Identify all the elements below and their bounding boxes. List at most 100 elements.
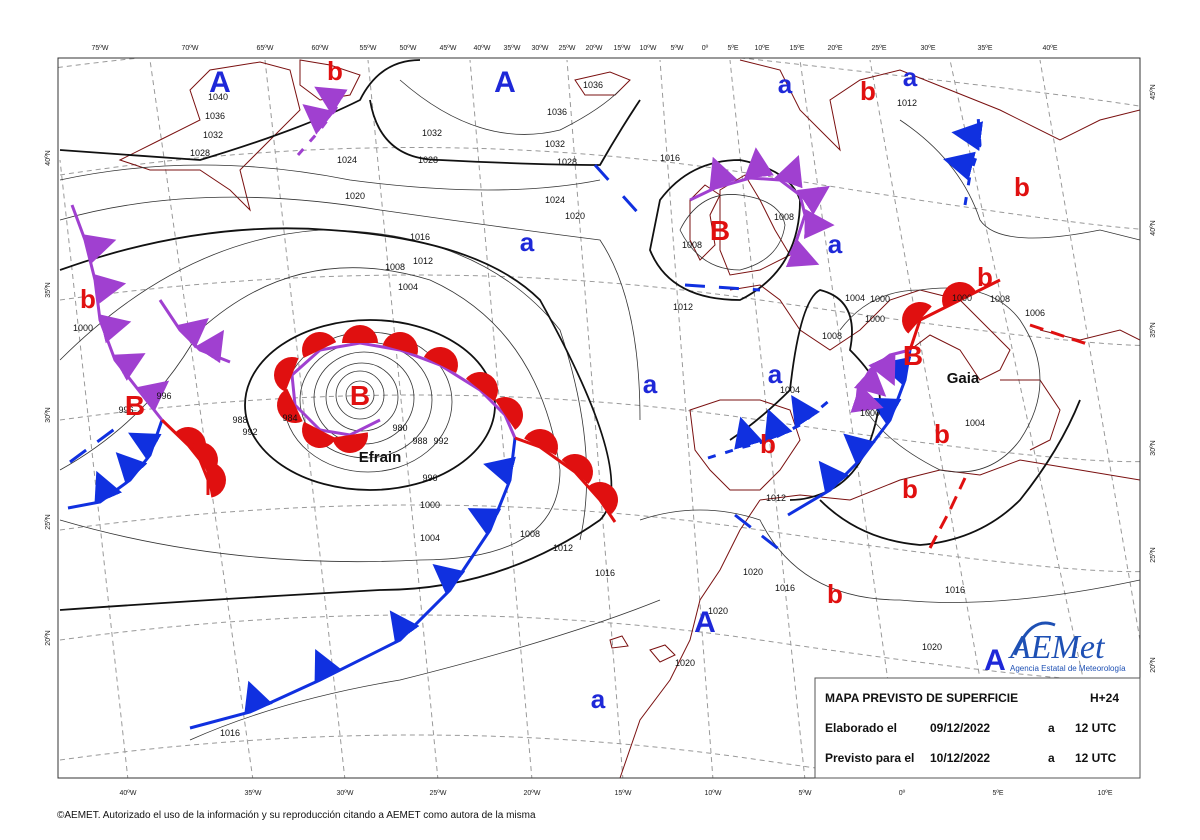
ridge bbox=[684, 283, 761, 292]
lon-label: 35ºW bbox=[245, 790, 262, 797]
low-mark: b bbox=[977, 262, 993, 292]
lon-label: 40ºW bbox=[120, 790, 137, 797]
logo-name: AEMet bbox=[1008, 629, 1106, 666]
high-mark: a bbox=[643, 369, 658, 399]
isobar-label: 1032 bbox=[422, 128, 442, 138]
lon-label: 0º bbox=[899, 790, 906, 797]
lat-label: 25ºN bbox=[45, 514, 52, 529]
warm-front bbox=[514, 429, 618, 523]
coast-iceland bbox=[574, 71, 631, 96]
coast-canaries bbox=[609, 635, 676, 663]
map-frame bbox=[57, 57, 1141, 779]
low-center: B bbox=[125, 390, 145, 421]
lon-label: 30ºW bbox=[337, 790, 354, 797]
isobar-label: 1016 bbox=[775, 583, 795, 593]
isobar-label: 1012 bbox=[553, 543, 573, 553]
isobar-label: 1016 bbox=[945, 585, 965, 595]
isobar-label: 1028 bbox=[418, 155, 438, 165]
isobar-label: 1000 bbox=[865, 314, 885, 324]
lat-label: 35ºN bbox=[45, 282, 52, 297]
isobar bbox=[819, 399, 1081, 546]
meridian bbox=[659, 59, 714, 778]
meridian bbox=[869, 59, 999, 778]
isobar bbox=[369, 99, 641, 166]
coast-balkans bbox=[1000, 379, 1061, 451]
isobar-label: 1012 bbox=[766, 493, 786, 503]
coast-canada bbox=[118, 61, 301, 212]
high-center: A bbox=[984, 644, 1006, 677]
info-cell: 09/12/2022 bbox=[930, 721, 990, 735]
isobar-label: 996 bbox=[422, 473, 437, 483]
occluded-front bbox=[158, 299, 231, 364]
low-mark: b bbox=[860, 76, 876, 106]
lon-label: 20ºW bbox=[524, 790, 541, 797]
lon-label: 70ºW bbox=[182, 45, 199, 52]
isobar-label: 1004 bbox=[420, 533, 440, 543]
lon-label: 40ºW bbox=[474, 45, 491, 52]
low-mark: b bbox=[934, 419, 950, 449]
low-center: B bbox=[350, 380, 370, 411]
warm-front bbox=[902, 278, 1001, 351]
lon-label: 10ºW bbox=[640, 45, 657, 52]
isobar-label: 1000 bbox=[952, 293, 972, 303]
info-title: MAPA PREVISTO DE SUPERFICIE bbox=[825, 691, 1018, 705]
lon-label: 45ºW bbox=[440, 45, 457, 52]
trough bbox=[1029, 323, 1091, 347]
isobar-label: 1000 bbox=[73, 323, 93, 333]
high-center: A bbox=[209, 66, 231, 99]
info-cell: 12 UTC bbox=[1075, 751, 1117, 765]
isobar-label: 992 bbox=[433, 436, 448, 446]
info-box bbox=[814, 677, 1141, 779]
isobar-label: 1016 bbox=[410, 232, 430, 242]
isobar bbox=[59, 196, 641, 421]
parallel bbox=[59, 394, 1140, 463]
ridge bbox=[734, 513, 781, 552]
high-mark: a bbox=[591, 684, 606, 714]
lat-label: 30ºN bbox=[45, 407, 52, 422]
high-center: A bbox=[494, 66, 516, 99]
info-cell: a bbox=[1048, 751, 1055, 765]
parallel bbox=[59, 614, 1140, 683]
trough bbox=[928, 477, 967, 549]
isobar-label: 1004 bbox=[780, 385, 800, 395]
isobar-label: 992 bbox=[242, 427, 257, 437]
cold-front bbox=[189, 437, 517, 730]
isobar-label: 1036 bbox=[583, 80, 603, 90]
isobar-label: 1028 bbox=[190, 148, 210, 158]
low-mark: b bbox=[327, 56, 343, 86]
coast-scandinavia bbox=[739, 59, 1140, 152]
lon-label: 5ºW bbox=[798, 790, 811, 797]
isobar-label: 1028 bbox=[557, 157, 577, 167]
coast-greenland bbox=[299, 59, 361, 101]
isobar-label: 1012 bbox=[897, 98, 917, 108]
isobar-label: 1036 bbox=[547, 107, 567, 117]
parallel bbox=[59, 734, 896, 778]
lon-label: 5ºE bbox=[727, 45, 738, 52]
lon-label: 75ºW bbox=[92, 45, 109, 52]
lon-label: 0º bbox=[702, 45, 709, 52]
storm-name: Gaia bbox=[947, 370, 980, 387]
isobar bbox=[899, 119, 1140, 241]
lat-label: 40ºN bbox=[45, 150, 52, 165]
isobar bbox=[59, 164, 601, 191]
isobar bbox=[399, 79, 621, 135]
lon-label: 20ºE bbox=[827, 45, 842, 52]
isobar-label: 1020 bbox=[708, 606, 728, 616]
occluded-front bbox=[274, 325, 523, 453]
occluded-front bbox=[70, 204, 170, 421]
high-mark: a bbox=[903, 62, 918, 92]
cold-front bbox=[787, 349, 912, 517]
meridian bbox=[59, 159, 129, 778]
info-cell: Previsto para el bbox=[825, 751, 914, 765]
isobar-label: 1036 bbox=[205, 111, 225, 121]
lon-label: 30ºW bbox=[532, 45, 549, 52]
occluded-front bbox=[689, 147, 835, 268]
isobar-label: 1008 bbox=[822, 331, 842, 341]
lat-label: 30ºN bbox=[1150, 440, 1157, 455]
isobar-label: 1024 bbox=[337, 155, 357, 165]
lat-label: 25ºN bbox=[1150, 547, 1157, 562]
isobar-label: 988 bbox=[412, 436, 427, 446]
lon-label: 15ºW bbox=[615, 790, 632, 797]
lon-label: 60ºW bbox=[312, 45, 329, 52]
